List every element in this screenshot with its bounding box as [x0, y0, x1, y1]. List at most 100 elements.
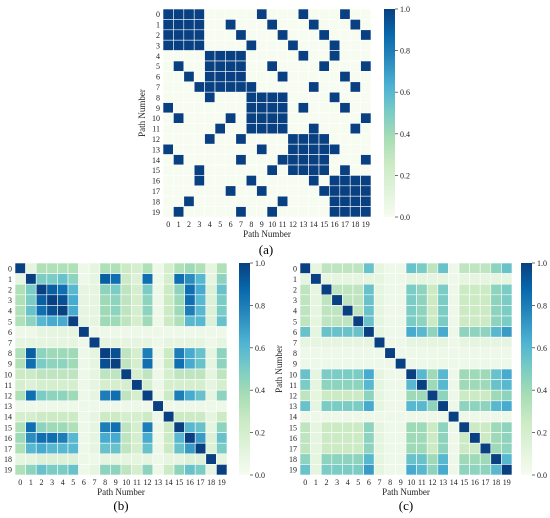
heatmap-cell — [256, 164, 268, 176]
heatmap-cell — [469, 347, 481, 359]
heatmap-cell — [78, 379, 90, 391]
heatmap-cell — [479, 273, 492, 285]
heatmap-cell — [162, 133, 174, 145]
heatmap-cell — [308, 133, 320, 145]
heatmap-cell — [339, 185, 351, 197]
heatmap-cell — [329, 91, 341, 103]
heatmap-cell — [57, 368, 69, 380]
heatmap-cell — [204, 206, 216, 218]
heatmap-cell — [99, 421, 111, 433]
heatmap-cell — [310, 294, 322, 306]
heatmap-cell — [308, 91, 320, 103]
y-tick-label: 7 — [156, 83, 160, 92]
heatmap-cell — [194, 389, 207, 402]
heatmap-cell — [310, 283, 322, 296]
heatmap-cell — [57, 315, 69, 327]
colorbar-tick-label: 0.0 — [537, 471, 547, 480]
heatmap-cell — [320, 315, 333, 327]
heatmap-cell — [320, 411, 333, 423]
colorbar-tick-label: 0.2 — [400, 171, 410, 180]
heatmap-cell — [205, 432, 217, 444]
heatmap-cell — [352, 336, 364, 349]
heatmap-cell — [318, 164, 330, 176]
heatmap-cell — [363, 411, 375, 423]
heatmap-cell — [501, 389, 513, 402]
heatmap-cell — [194, 326, 207, 338]
heatmap-cell — [57, 453, 69, 465]
heatmap-cell — [173, 102, 185, 114]
heatmap-cell — [225, 39, 237, 51]
heatmap-cell — [25, 453, 37, 465]
heatmap-cell — [479, 326, 492, 338]
heatmap-cell — [120, 294, 132, 306]
heatmap-cell — [331, 262, 343, 274]
heatmap-cell — [277, 143, 289, 155]
heatmap-cell — [297, 91, 309, 103]
heatmap-cell — [266, 91, 278, 103]
heatmap-cell — [162, 112, 174, 124]
heatmap-cell — [214, 123, 226, 135]
heatmap-cell — [152, 336, 164, 349]
heatmap-cell — [360, 175, 372, 187]
x-tick-label: 19 — [503, 478, 511, 487]
heatmap-cell — [184, 294, 196, 306]
x-tick-label: 17 — [341, 220, 349, 229]
heatmap-cell — [405, 421, 417, 433]
heatmap-cell — [245, 112, 257, 124]
heatmap-cell — [35, 368, 48, 380]
heatmap-cell — [162, 206, 174, 218]
heatmap-cell — [152, 411, 164, 423]
heatmap-cell — [352, 411, 364, 423]
heatmap-cell — [205, 442, 217, 455]
heatmap-cell — [363, 464, 375, 476]
heatmap-cell — [320, 347, 333, 359]
heatmap-cell — [458, 347, 470, 359]
heatmap-cell — [204, 175, 216, 187]
heatmap-cell — [235, 50, 247, 62]
heatmap-cell — [225, 112, 237, 124]
heatmap-cell — [320, 262, 333, 274]
heatmap-cell — [342, 453, 354, 465]
heatmap-cell — [162, 143, 174, 155]
heatmap-cell — [67, 432, 79, 444]
heatmap-cell — [405, 442, 417, 455]
heatmap-cell — [458, 273, 470, 285]
heatmap-cell — [329, 71, 341, 83]
heatmap-cell — [110, 379, 122, 391]
heatmap-cell — [469, 326, 481, 338]
heatmap-cell — [360, 195, 372, 207]
heatmap-cell — [204, 91, 216, 103]
heatmap-cell — [35, 411, 48, 423]
heatmap-cell — [405, 326, 417, 338]
heatmap-cell — [384, 294, 396, 306]
x-tick-label: 11 — [279, 220, 287, 229]
heatmap-cell — [448, 294, 460, 306]
heatmap-cell — [120, 442, 132, 455]
heatmap-cell — [437, 336, 449, 349]
heatmap-cell — [120, 368, 132, 380]
heatmap-cell — [318, 71, 330, 83]
heatmap-cell — [416, 326, 428, 338]
heatmap-cell — [162, 19, 174, 31]
heatmap-cell — [342, 400, 354, 412]
x-tick-label: 16 — [331, 220, 339, 229]
heatmap-cell — [35, 305, 48, 317]
heatmap-cell — [352, 389, 364, 402]
y-tick-label: 13 — [289, 402, 297, 411]
heatmap-cell — [426, 273, 439, 285]
x-tick-label: 1 — [177, 220, 181, 229]
x-tick-label: 14 — [165, 478, 173, 487]
heatmap-cell — [183, 164, 195, 176]
heatmap-cell — [339, 112, 351, 124]
heatmap-cell — [235, 175, 247, 187]
x-tick-label: 7 — [378, 478, 382, 487]
heatmap-cell — [88, 262, 101, 274]
heatmap-cell — [287, 133, 299, 145]
heatmap-cell — [458, 368, 470, 380]
heatmap-cell — [204, 60, 216, 72]
heatmap-cell — [426, 315, 439, 327]
heatmap-cell — [110, 432, 122, 444]
heatmap-cell — [490, 442, 502, 455]
heatmap-cell — [256, 112, 268, 124]
heatmap-cell — [67, 358, 79, 370]
